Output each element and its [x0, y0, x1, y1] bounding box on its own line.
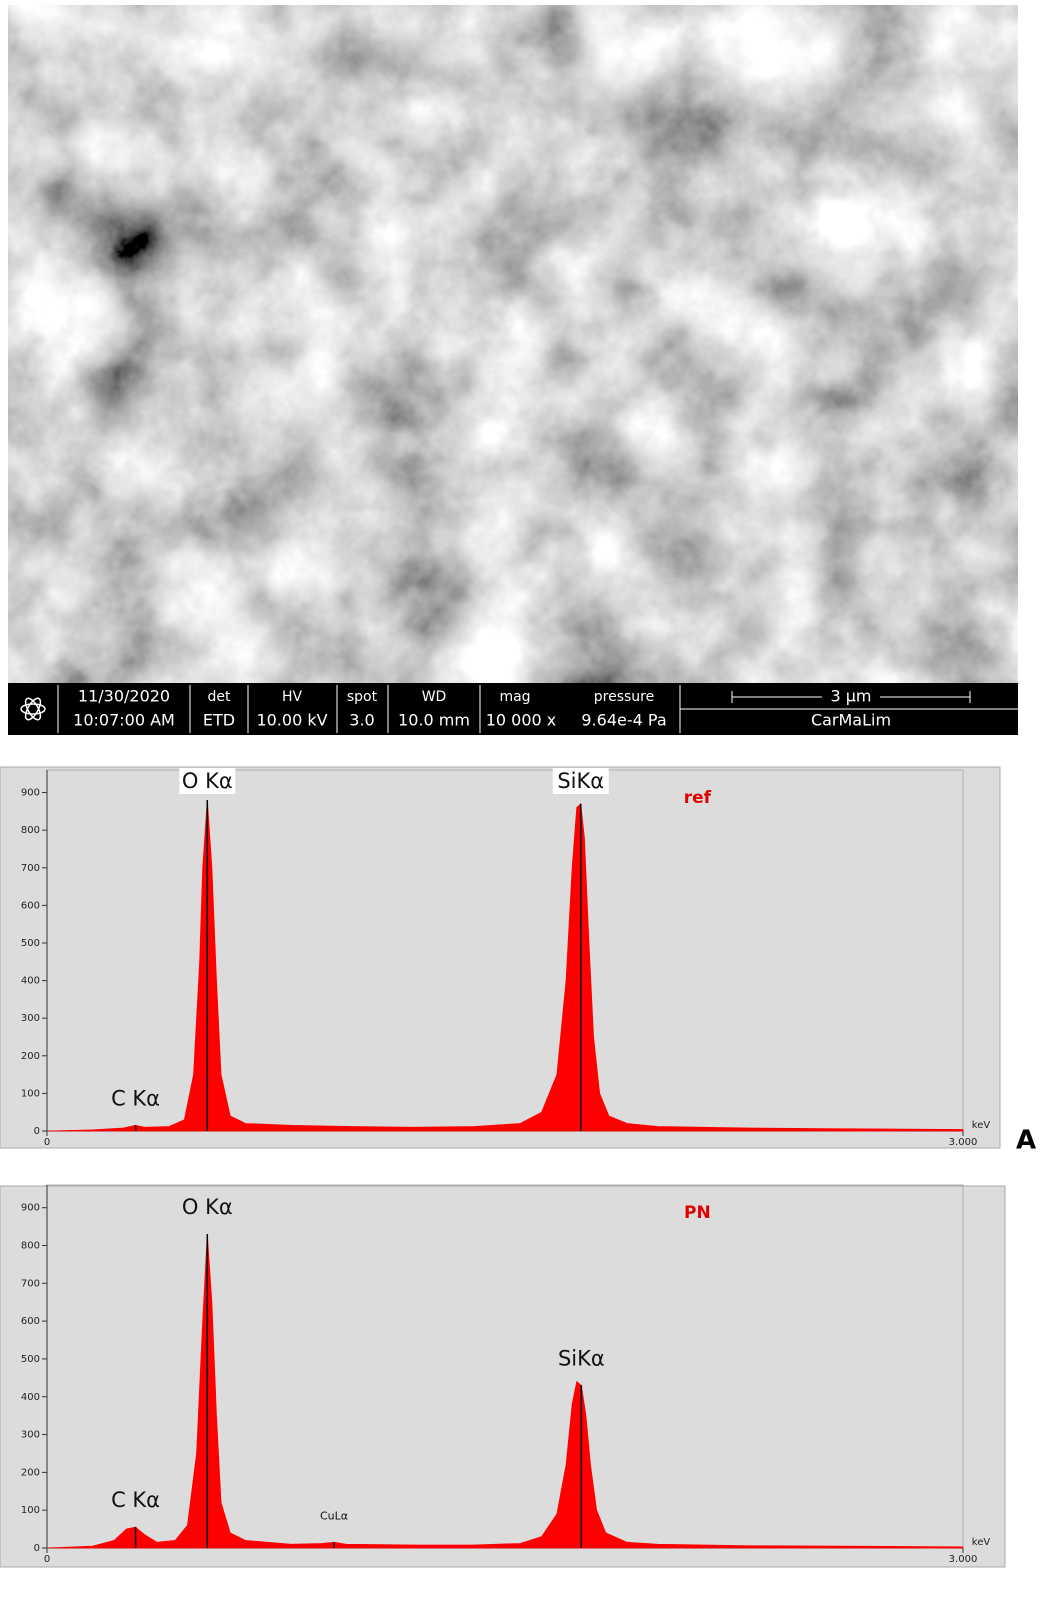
mag: 10 000 x [486, 711, 557, 730]
y-tick-label: 200 [21, 1051, 40, 1062]
info-bar-dividers [57, 685, 1018, 733]
y-tick-label: 700 [21, 1278, 40, 1289]
logo-icon [20, 697, 46, 721]
x-axis-label: keV [972, 1120, 991, 1131]
hv-label: HV [282, 689, 303, 705]
date: 11/30/2020 [78, 687, 170, 706]
operator: CarMaLim [811, 711, 891, 730]
peak-label-bg [552, 768, 609, 794]
y-tick-label: 900 [21, 1203, 40, 1214]
peak-label: C Kα [111, 1086, 160, 1110]
spectrum-chart: 0 100 200 300 400 500 600 700 800 900 0 3.000 keV PN C… [0, 1184, 1006, 1568]
spectrum [46, 800, 964, 1132]
series-label: ref [684, 788, 712, 808]
peak-label-bg [179, 768, 236, 794]
y-tick-label: 300 [21, 1013, 40, 1024]
x-tick-label: 3.000 [949, 1554, 978, 1565]
x-axis-label: keV [972, 1537, 991, 1548]
y-tick-label: 100 [21, 1505, 40, 1516]
wd-label: WD [422, 689, 447, 705]
hv: 10.00 kV [256, 711, 327, 730]
y-tick-label: 600 [21, 900, 40, 911]
y-tick-label: 800 [21, 825, 40, 836]
peak-label: SiKα [557, 769, 604, 793]
spot-label: spot [347, 689, 378, 705]
pressure: 9.64e-4 Pa [581, 711, 666, 730]
x-tick-label: 3.000 [949, 1137, 978, 1148]
y-tick-label: 200 [21, 1467, 40, 1478]
sem-info-bar: 11/30/2020 10:07:00 AM det ETD HV 10.00 … [8, 683, 1018, 735]
series-label: PN [684, 1203, 711, 1223]
x-tick-label: 0 [44, 1554, 50, 1565]
y-tick-label: 500 [21, 1354, 40, 1365]
scale-label: 3 μm [830, 687, 871, 706]
sem-image [8, 5, 1018, 683]
spectrum [46, 1234, 964, 1549]
y-tick-label: 0 [34, 1126, 40, 1137]
spectrum-chart: 0 100 200 300 400 500 600 700 800 900 0 3.000 keV ref… [0, 766, 1036, 1156]
y-tick-label: 300 [21, 1430, 40, 1441]
det-label: det [208, 689, 232, 705]
peak-label: SiKα [558, 1346, 605, 1370]
wd: 10.0 mm [398, 711, 470, 730]
y-tick-label: 700 [21, 863, 40, 874]
y-tick-label: 400 [21, 1392, 40, 1403]
y-tick-label: 0 [34, 1543, 40, 1554]
peak-label: O Kα [182, 769, 233, 793]
y-tick-label: 400 [21, 976, 40, 987]
peak-label: CuLα [320, 1509, 348, 1522]
peak-label: C Kα [111, 1488, 160, 1512]
y-tick-label: 800 [21, 1241, 40, 1252]
spot: 3.0 [349, 711, 374, 730]
det: ETD [203, 711, 235, 730]
panel-label: A [1016, 1126, 1036, 1156]
peak-label: O Kα [182, 1195, 233, 1219]
mag-label: mag [499, 689, 530, 705]
panel-bg [0, 1185, 1006, 1568]
y-tick-label: 900 [21, 788, 40, 799]
time: 10:07:00 AM [73, 711, 175, 730]
panel-bg [0, 766, 1001, 1149]
x-tick-label: 0 [44, 1137, 50, 1148]
y-tick-label: 500 [21, 938, 40, 949]
y-tick-label: 100 [21, 1088, 40, 1099]
y-tick-label: 600 [21, 1316, 40, 1327]
pressure-label: pressure [594, 689, 654, 705]
